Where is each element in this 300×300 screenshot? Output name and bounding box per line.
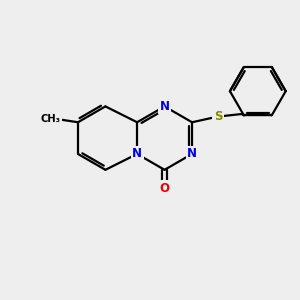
Text: O: O xyxy=(160,182,170,195)
Text: N: N xyxy=(160,100,170,113)
Text: N: N xyxy=(187,148,197,160)
Text: N: N xyxy=(132,148,142,160)
Text: S: S xyxy=(214,110,222,123)
Text: CH₃: CH₃ xyxy=(40,114,60,124)
